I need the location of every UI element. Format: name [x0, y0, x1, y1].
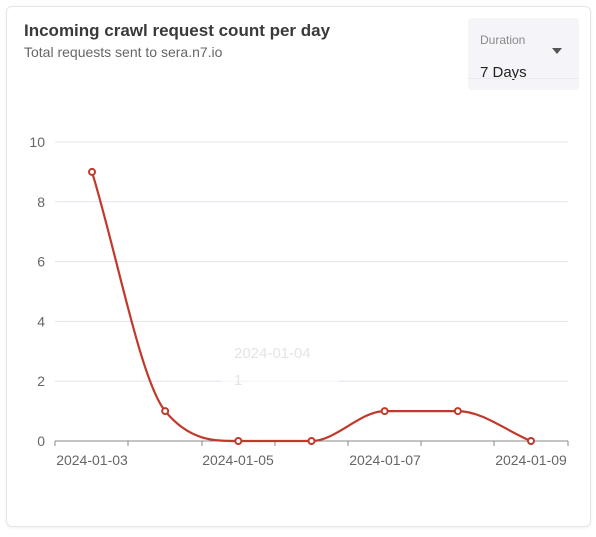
- x-tick-labels: 2024-01-03 2024-01-05 2024-01-07 2024-01-09: [56, 452, 567, 468]
- data-point-2024-01-08[interactable]: [453, 407, 462, 416]
- series: [90, 171, 532, 443]
- y-tick-label: 2: [37, 373, 45, 389]
- duration-select-underline: [468, 78, 579, 79]
- y-tick-label: 8: [37, 194, 45, 210]
- data-point-2024-01-07[interactable]: [380, 407, 389, 416]
- data-point-2024-01-06[interactable]: [307, 437, 316, 445]
- x-tick-label: 2024-01-07: [349, 452, 421, 468]
- x-tick-label: 2024-01-09: [495, 452, 567, 468]
- tooltip-box: [222, 332, 338, 398]
- caret-down-icon[interactable]: [552, 48, 562, 54]
- tooltip-value: 1: [234, 372, 242, 389]
- series-line: [90, 171, 532, 443]
- tooltip-title: 2024-01-04: [234, 345, 311, 362]
- y-tick-label: 6: [37, 254, 45, 270]
- x-tick-label: 2024-01-03: [56, 452, 128, 468]
- y-tick-label: 10: [29, 134, 45, 150]
- data-point-2024-01-04[interactable]: [161, 407, 170, 416]
- y-tick-label: 4: [37, 313, 45, 329]
- data-point-2024-01-09[interactable]: [527, 437, 535, 445]
- y-tick-labels: 0 2 4 6 8 10: [29, 134, 45, 449]
- data-point-2024-01-05[interactable]: [234, 437, 243, 445]
- y-tick-label: 0: [37, 433, 45, 449]
- duration-select[interactable]: Duration 7 Days: [468, 18, 579, 90]
- duration-select-value: 7 Days: [480, 64, 527, 81]
- grid-lines: [55, 141, 568, 382]
- data-points: [88, 167, 535, 445]
- chart-title: Incoming crawl request count per day: [24, 21, 331, 40]
- duration-select-label: Duration: [480, 33, 526, 47]
- chart-subtitle: Total requests sent to sera.n7.io: [24, 44, 223, 60]
- data-point-2024-01-03[interactable]: [88, 167, 96, 176]
- x-tick-label: 2024-01-05: [202, 452, 274, 468]
- tooltip: 2024-01-04 1: [222, 332, 338, 398]
